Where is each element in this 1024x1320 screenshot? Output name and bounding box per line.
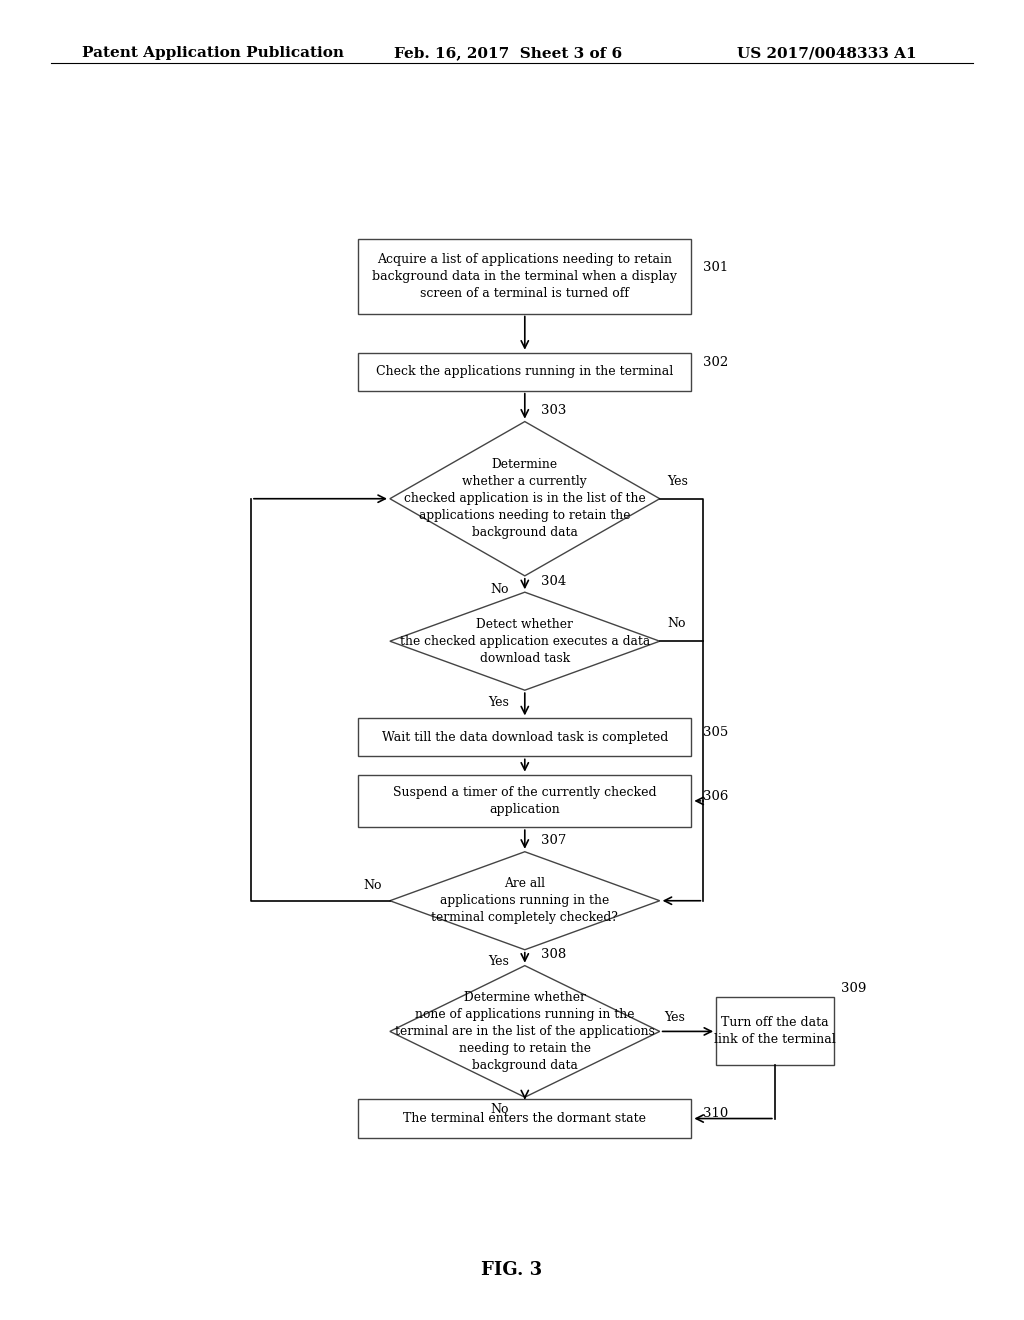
Polygon shape: [390, 966, 659, 1097]
Text: 303: 303: [541, 404, 566, 417]
Text: Patent Application Publication: Patent Application Publication: [82, 46, 344, 61]
Text: 310: 310: [703, 1107, 729, 1121]
Text: Are all
applications running in the
terminal completely checked?: Are all applications running in the term…: [431, 878, 618, 924]
Text: US 2017/0048333 A1: US 2017/0048333 A1: [737, 46, 916, 61]
Text: No: No: [490, 583, 509, 597]
Text: Wait till the data download task is completed: Wait till the data download task is comp…: [382, 731, 668, 744]
Text: Yes: Yes: [664, 1011, 685, 1024]
Text: No: No: [490, 1102, 509, 1115]
Text: The terminal enters the dormant state: The terminal enters the dormant state: [403, 1111, 646, 1125]
Text: 308: 308: [541, 948, 566, 961]
Text: Feb. 16, 2017  Sheet 3 of 6: Feb. 16, 2017 Sheet 3 of 6: [394, 46, 623, 61]
Polygon shape: [390, 851, 659, 950]
FancyBboxPatch shape: [358, 775, 691, 828]
Text: No: No: [668, 618, 686, 631]
Text: FIG. 3: FIG. 3: [481, 1261, 543, 1279]
Text: Check the applications running in the terminal: Check the applications running in the te…: [376, 366, 674, 378]
Text: Acquire a list of applications needing to retain
background data in the terminal: Acquire a list of applications needing t…: [373, 253, 677, 300]
Text: Determine whether
none of applications running in the
terminal are in the list o: Determine whether none of applications r…: [395, 991, 654, 1072]
Text: Determine
whether a currently
checked application is in the list of the
applicat: Determine whether a currently checked ap…: [403, 458, 646, 539]
FancyBboxPatch shape: [358, 1100, 691, 1138]
Text: 304: 304: [541, 574, 566, 587]
Polygon shape: [390, 593, 659, 690]
Text: Turn off the data
link of the terminal: Turn off the data link of the terminal: [714, 1016, 836, 1047]
Text: Yes: Yes: [668, 475, 688, 488]
FancyBboxPatch shape: [358, 239, 691, 314]
FancyBboxPatch shape: [358, 718, 691, 756]
Text: 307: 307: [541, 834, 566, 847]
Text: 309: 309: [842, 982, 867, 995]
Text: Yes: Yes: [488, 956, 509, 968]
FancyBboxPatch shape: [358, 352, 691, 391]
Polygon shape: [390, 421, 659, 576]
Text: 302: 302: [703, 356, 729, 370]
Text: 301: 301: [703, 261, 729, 273]
Text: Detect whether
the checked application executes a data
download task: Detect whether the checked application e…: [399, 618, 650, 665]
Text: 306: 306: [703, 789, 729, 803]
Text: Suspend a timer of the currently checked
application: Suspend a timer of the currently checked…: [393, 785, 656, 816]
Text: Yes: Yes: [488, 696, 509, 709]
Text: No: No: [364, 879, 382, 892]
FancyBboxPatch shape: [716, 998, 834, 1065]
Text: 305: 305: [703, 726, 729, 739]
